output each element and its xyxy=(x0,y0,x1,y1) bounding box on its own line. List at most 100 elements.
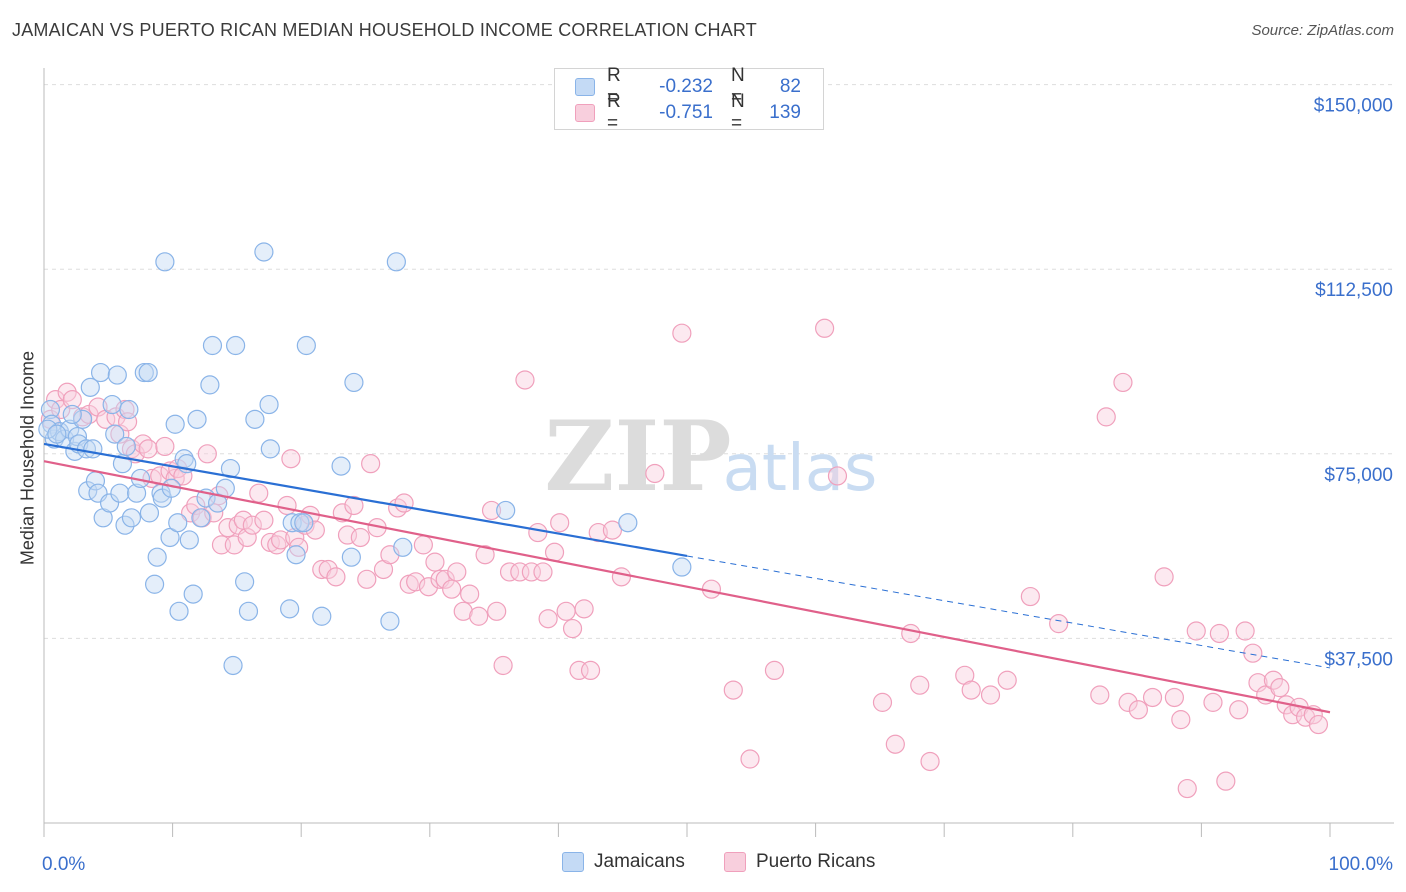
jamaicans-point xyxy=(126,483,147,503)
x-tick-label-end: 100.0% xyxy=(1329,854,1394,875)
puerto-ricans-point xyxy=(281,449,301,469)
puerto-ricans-point xyxy=(357,569,377,589)
puerto-ricans-point xyxy=(289,537,309,557)
puerto-ricans-point xyxy=(242,515,262,535)
puerto-ricans-point xyxy=(1142,687,1163,708)
puerto-ricans-point xyxy=(394,493,414,513)
jamaicans-trend-line xyxy=(43,442,688,558)
bottom-legend-puerto-ricans: Puerto Ricans xyxy=(724,851,875,873)
jamaicans-point xyxy=(202,335,223,356)
puerto-ricans-point xyxy=(533,562,553,582)
puerto-ricans-point xyxy=(815,318,835,338)
puerto-ricans-point xyxy=(138,439,158,459)
puerto-ricans-point xyxy=(475,545,495,565)
bottom-legend-label-puerto-ricans: Puerto Ricans xyxy=(756,851,876,872)
jamaicans-point xyxy=(165,414,185,434)
jamaicans-point xyxy=(220,458,241,479)
legend-swatch-jamaicans xyxy=(575,78,595,96)
bottom-legend-jamaicans: Jamaicans xyxy=(562,851,685,873)
puerto-ricans-point xyxy=(204,503,224,523)
jamaicans-point xyxy=(380,611,400,631)
puerto-ricans-point xyxy=(1186,621,1206,641)
jamaicans-point xyxy=(105,424,125,444)
series-jamaicans xyxy=(38,242,692,676)
puerto-ricans-point xyxy=(493,655,513,676)
puerto-ricans-point xyxy=(645,463,665,484)
puerto-ricans-point xyxy=(406,572,426,592)
puerto-ricans-point xyxy=(453,601,473,621)
puerto-ricans-point xyxy=(350,527,370,548)
jamaicans-point xyxy=(155,252,175,272)
axes xyxy=(43,68,1394,837)
puerto-ricans-point xyxy=(460,584,480,604)
chart-title: JAMAICAN VS PUERTO RICAN MEDIAN HOUSEHOL… xyxy=(12,20,757,40)
puerto-ricans-point xyxy=(332,503,352,523)
gridlines xyxy=(44,84,1394,639)
puerto-ricans-point xyxy=(361,454,381,474)
y-tick-labels: $37,500 $75,000 $112,500 $150,000 xyxy=(1314,96,1393,671)
jamaicans-point xyxy=(280,599,300,619)
jamaicans-point xyxy=(40,399,61,420)
puerto-ricans-point xyxy=(442,579,462,599)
puerto-ricans-point xyxy=(1096,407,1116,427)
jamaicans-point xyxy=(618,513,638,533)
puerto-ricans-point xyxy=(249,483,269,503)
puerto-ricans-point xyxy=(150,466,170,486)
jamaicans-point xyxy=(496,500,516,521)
puerto-ricans-point xyxy=(254,510,274,530)
puerto-ricans-point xyxy=(910,675,930,695)
puerto-ricans-point xyxy=(723,680,743,700)
jamaicans-point xyxy=(386,252,406,272)
jamaicans-point xyxy=(47,424,67,444)
watermark-atlas: atlas xyxy=(723,432,878,506)
jamaicans-point xyxy=(187,409,207,429)
puerto-ricans-point xyxy=(418,577,439,597)
puerto-ricans-point xyxy=(1235,621,1255,641)
jamaicans-point xyxy=(90,362,111,383)
jamaicans-trend-line-extension xyxy=(686,555,1331,669)
puerto-ricans-point xyxy=(872,692,893,712)
legend-r-value: -0.751 xyxy=(659,102,713,123)
jamaicans-point xyxy=(393,537,413,557)
legend-r-label: R = xyxy=(607,91,621,134)
jamaicans-point xyxy=(238,601,259,621)
jamaicans-point xyxy=(296,335,316,356)
puerto-ricans-point xyxy=(562,618,583,639)
puerto-ricans-point xyxy=(1049,614,1069,634)
puerto-ricans-point xyxy=(961,680,981,700)
jamaicans-point xyxy=(226,335,246,356)
puerto-ricans-point xyxy=(344,495,364,516)
bottom-legend-swatch-jamaicans xyxy=(562,852,584,872)
puerto-ricans-point xyxy=(318,559,338,580)
puerto-ricans-point xyxy=(528,522,548,543)
watermark: ZIP atlas xyxy=(544,400,877,513)
puerto-ricans-point xyxy=(413,535,433,555)
source-note: Source: ZipAtlas.com xyxy=(1251,22,1394,39)
puerto-ricans-point xyxy=(1243,643,1263,663)
puerto-ricans-point xyxy=(1154,567,1174,587)
puerto-ricans-point xyxy=(271,530,291,550)
puerto-ricans-point xyxy=(556,601,576,621)
puerto-ricans-point xyxy=(499,562,520,582)
puerto-ricans-point xyxy=(580,660,601,681)
jamaicans-point xyxy=(62,404,82,425)
x-tick-labels: 0.0% 100.0% xyxy=(42,854,1393,875)
puerto-ricans-point xyxy=(1128,700,1148,720)
jamaicans-point xyxy=(286,545,306,565)
trend-lines xyxy=(43,442,1331,714)
jamaicans-point xyxy=(83,439,103,459)
puerto-ricans-point xyxy=(285,527,305,548)
jamaicans-point xyxy=(80,377,100,397)
puerto-ricans-point xyxy=(901,623,921,644)
jamaicans-point xyxy=(160,527,180,548)
jamaicans-point xyxy=(179,530,199,550)
puerto-ricans-point xyxy=(1270,678,1290,698)
jamaicans-point xyxy=(115,515,135,535)
jamaicans-point xyxy=(107,365,127,385)
y-tick-label: $75,000 xyxy=(1324,465,1393,486)
puerto-ricans-point xyxy=(1229,700,1249,720)
legend-row-jamaicans: R = -0.232 N = 82 xyxy=(575,65,801,108)
jamaicans-point xyxy=(168,513,188,533)
jamaicans-point xyxy=(235,572,255,592)
jamaicans-point xyxy=(200,375,220,395)
